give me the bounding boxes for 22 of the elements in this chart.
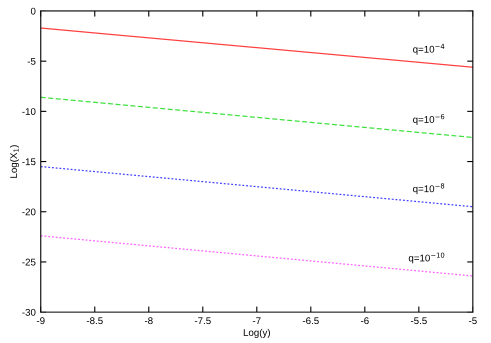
x-axis-title: Log(y): [244, 328, 270, 338]
y-tick-label: -5: [28, 58, 36, 65]
series-label: q=10$^{−8}$: [413, 183, 444, 194]
y-tick-label: -25: [22, 258, 36, 266]
y-tick-label: -15: [22, 158, 36, 166]
x-tick-label: -8.5: [86, 317, 103, 324]
x-tick-label: -5: [468, 317, 477, 324]
y-tick-label: -10: [22, 108, 36, 115]
series-label: q=10$^{−4}$: [413, 44, 444, 55]
x-tick-label: -6.5: [302, 317, 319, 324]
x-tick-label: -7: [252, 317, 261, 324]
x-tick-label: -7.5: [194, 317, 211, 324]
y-axis-title: Log(X$_{1}$): [10, 145, 19, 178]
x-tick-label: -8: [144, 317, 153, 324]
x-tick-label: -9: [36, 317, 45, 324]
x-tick-label: -6: [360, 317, 369, 324]
y-tick-label: -30: [22, 308, 36, 316]
y-tick-label: -20: [22, 208, 36, 216]
x-tick-label: -5.5: [410, 317, 427, 324]
y-tick-label: 0: [30, 8, 36, 15]
series-label: q=10$^{−10}$: [408, 252, 444, 264]
series-label: q=10$^{−6}$: [413, 114, 444, 125]
